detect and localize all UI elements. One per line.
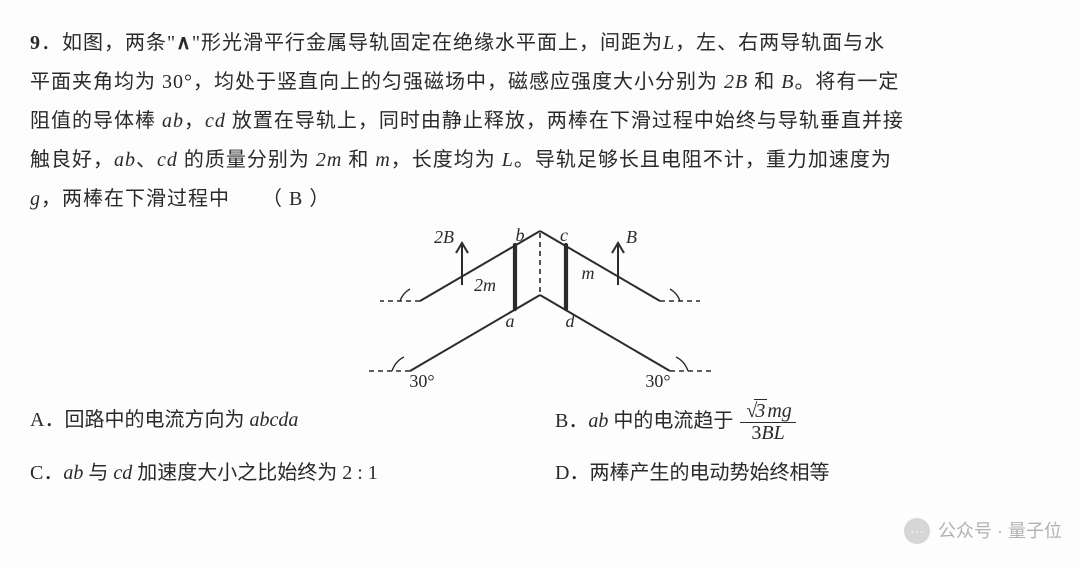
svg-text:30°: 30° (645, 371, 670, 391)
choice-C: C．ab 与 cd 加速度大小之比始终为 2 : 1 (30, 454, 525, 493)
question-number: 9 (30, 32, 41, 54)
svg-text:b: b (516, 225, 525, 245)
physics-diagram: 2B B 2m m b c a d 30° 30° (30, 223, 1050, 393)
svg-text:2B: 2B (434, 227, 454, 247)
svg-text:2m: 2m (474, 275, 496, 295)
svg-text:30°: 30° (409, 371, 434, 391)
svg-text:B: B (626, 227, 637, 247)
fraction: 3mg 3BL (740, 401, 795, 444)
question-body: 9．如图，两条"∧"形光滑平行金属导轨固定在绝缘水平面上，间距为L，左、右两导轨… (30, 24, 1050, 219)
choice-D: D．两棒产生的电动势始终相等 (555, 454, 1050, 493)
choice-B: B．ab 中的电流趋于 3mg 3BL (555, 401, 1050, 444)
watermark-label: 公众号 · 量子位 (938, 514, 1062, 549)
svg-text:d: d (566, 311, 576, 331)
svg-text:c: c (560, 225, 568, 245)
svg-text:m: m (582, 263, 595, 283)
choice-A: A．回路中的电流方向为 abcda (30, 401, 525, 444)
svg-text:a: a (506, 311, 515, 331)
wechat-icon: ⋯ (904, 518, 930, 544)
choices: A．回路中的电流方向为 abcda B．ab 中的电流趋于 3mg 3BL C．… (30, 401, 1050, 493)
watermark: ⋯ 公众号 · 量子位 (904, 514, 1062, 549)
answer-letter: B (289, 188, 303, 210)
